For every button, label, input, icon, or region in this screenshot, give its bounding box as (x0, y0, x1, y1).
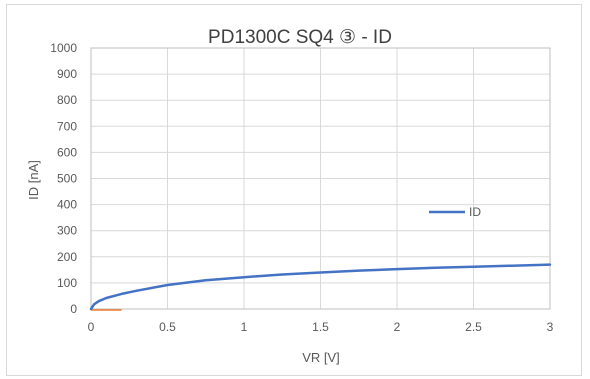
y-tick-label: 800 (57, 93, 77, 107)
gridlines (90, 47, 551, 310)
x-tick-labels: 0 0.5 1 1.5 2 2.5 3 (88, 320, 554, 334)
x-tick-label: 0 (88, 320, 95, 334)
y-tick-label: 700 (57, 119, 77, 133)
y-tick-label: 600 (57, 145, 77, 159)
series-line-id (89, 263, 552, 311)
x-tick-label: 1 (241, 320, 248, 334)
x-tick-label: 1.5 (312, 320, 329, 334)
y-tick-label: 100 (57, 276, 77, 290)
chart-title: PD1300C SQ4 ③ - ID (208, 27, 392, 48)
x-axis-title: VR [V] (302, 350, 340, 365)
y-axis-title: ID [nA] (26, 160, 41, 200)
x-tick-label: 0.5 (159, 320, 176, 334)
legend: ID (429, 205, 481, 219)
y-tick-label: 300 (57, 224, 77, 238)
chart-frame (6, 4, 582, 376)
plot-border (90, 47, 551, 310)
y-tick-label: 400 (57, 198, 77, 212)
y-tick-labels: 0 100 200 300 400 500 600 700 800 900 1000 (50, 41, 77, 316)
x-tick-label: 2.5 (465, 320, 482, 334)
legend-label-id: ID (469, 205, 481, 219)
y-tick-label: 0 (70, 302, 77, 316)
y-tick-label: 500 (57, 172, 77, 186)
y-tick-label: 200 (57, 250, 77, 264)
x-tick-label: 2 (394, 320, 401, 334)
y-tick-label: 900 (57, 67, 77, 81)
y-tick-label: 1000 (50, 41, 77, 55)
series-layer (89, 263, 552, 311)
x-tick-label: 3 (547, 320, 554, 334)
